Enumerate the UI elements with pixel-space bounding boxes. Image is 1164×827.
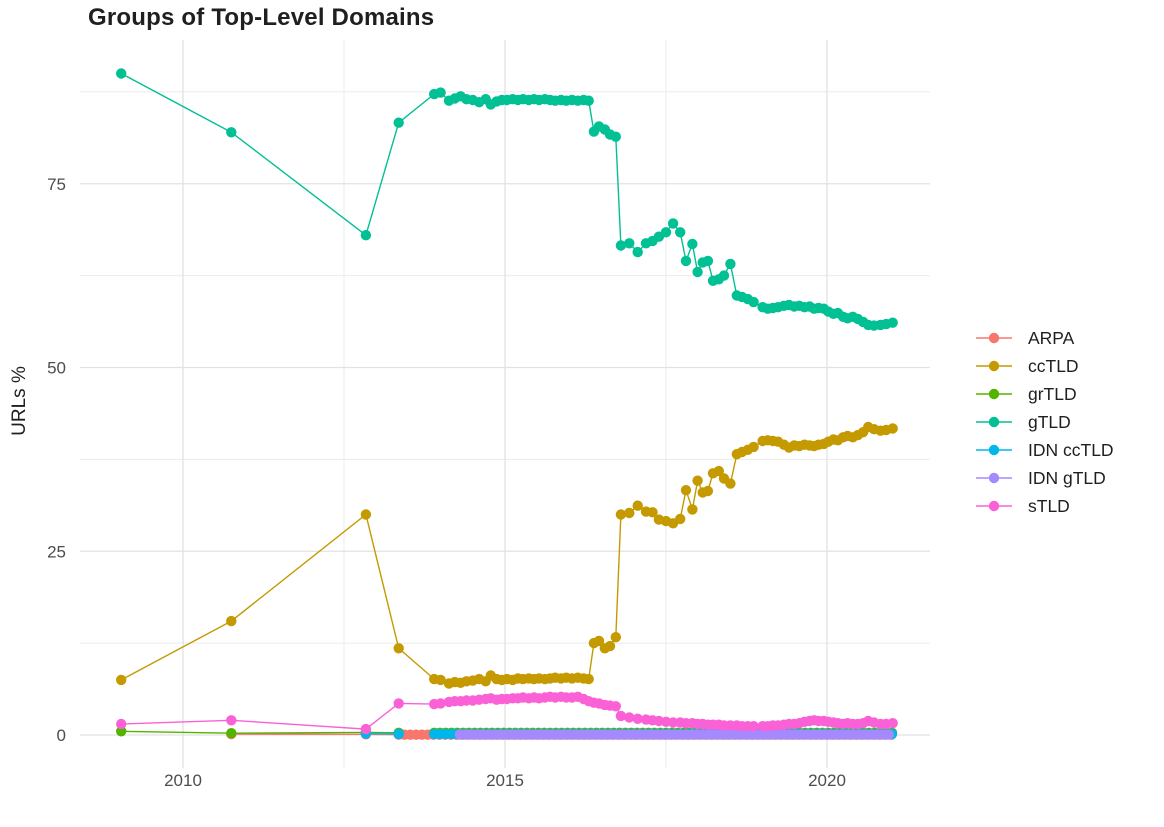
legend-key-dot [988,500,1000,512]
data-point [667,218,679,229]
data-point [116,68,127,79]
data-point [615,710,627,722]
y-tick-label: 25 [47,542,66,561]
data-point [226,615,237,627]
chart-title: Groups of Top-Level Domains [88,4,435,31]
legend-item: sTLD [976,496,1070,516]
data-point [687,504,698,515]
data-point [748,721,759,732]
series-line-ccTLD [120,426,893,685]
data-point [624,712,635,723]
y-tick-label: 50 [47,359,66,378]
data-point [615,509,627,520]
data-point [226,728,237,739]
data-point [116,726,127,737]
data-point [435,87,446,98]
data-point [226,715,237,726]
legend-key-dot [988,416,1000,428]
data-point [675,513,686,525]
data-point [583,673,594,685]
data-point [610,131,621,142]
data-point [675,227,686,238]
legend-label: IDN ccTLD [1028,440,1114,460]
legend-label: grTLD [1028,384,1077,404]
data-point [116,718,127,730]
data-point [604,640,616,652]
data-point [360,509,372,520]
legend-item: gTLD [976,412,1071,432]
data-point [647,507,658,518]
legend-key-dot [988,444,1000,456]
legend-label: ARPA [1028,328,1075,348]
data-point [583,95,594,106]
data-point [718,270,730,281]
data-point [610,632,621,643]
data-point [748,296,759,308]
data-point [692,475,703,486]
legend-key-dot [988,388,1000,400]
data-point [680,255,692,267]
legend-item: IDN gTLD [976,468,1106,488]
data-point [393,117,404,128]
y-tick-label: 0 [57,726,66,745]
data-point [887,718,898,729]
series-points-sTLD [116,691,898,735]
x-tick-label: 2015 [486,771,524,790]
data-point [435,698,446,709]
data-point [360,230,372,241]
series-points-ccTLD [116,421,898,689]
data-point [887,423,898,434]
data-point [593,635,605,647]
legend-label: gTLD [1028,412,1071,432]
legend-item: IDN ccTLD [976,440,1114,460]
legend-item: ARPA [976,328,1075,348]
data-point [360,723,372,735]
y-axis-title: URLs % [9,366,30,436]
series-points-gTLD [116,68,898,331]
data-point [610,701,621,712]
data-point [883,729,894,740]
data-point [615,240,627,251]
data-point [393,728,404,740]
data-point [393,643,404,654]
legend-label: IDN gTLD [1028,468,1106,488]
data-point [692,266,703,278]
y-tick-label: 75 [47,175,66,194]
data-point [702,255,714,267]
data-point [226,127,237,138]
legend-key-dot [988,472,1000,484]
data-point [887,317,898,328]
data-point [713,465,724,477]
data-point [702,485,714,497]
legend-label: ccTLD [1028,356,1079,376]
x-tick-label: 2010 [164,771,202,790]
data-point [660,227,672,238]
data-point [116,674,127,686]
data-point [393,698,404,709]
legend-key-dot [988,332,1000,344]
data-point [680,485,692,496]
series-line-gTLD [120,72,893,327]
legend-item: ccTLD [976,356,1079,376]
data-point [632,713,643,724]
data-point [632,500,643,511]
data-point [624,238,635,249]
series-points-IDN-gTLD [454,729,894,740]
data-point [748,441,759,453]
x-tick-label: 2020 [808,771,846,790]
legend-key-dot [988,360,1000,372]
legend-item: grTLD [976,384,1077,404]
data-point [632,246,643,258]
data-point [725,258,736,270]
legend-label: sTLD [1028,496,1070,516]
data-point [624,507,635,519]
data-point [435,674,446,686]
data-point [687,238,698,250]
data-point [725,478,736,489]
